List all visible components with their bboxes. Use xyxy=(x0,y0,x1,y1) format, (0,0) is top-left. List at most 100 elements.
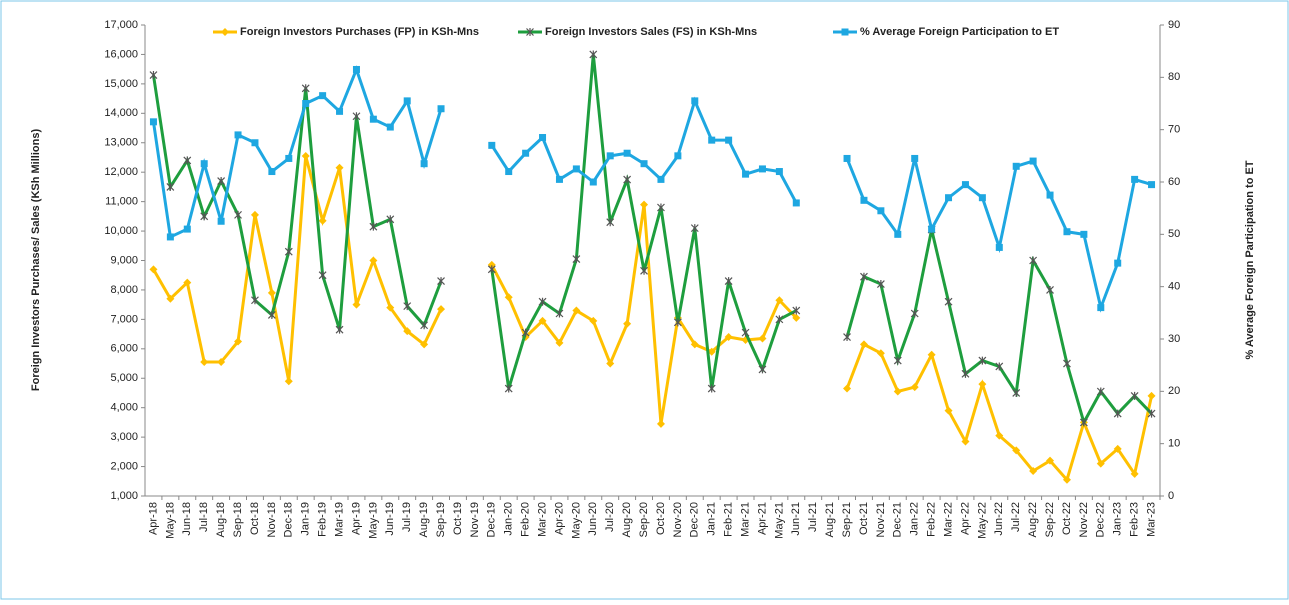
x-tick-label: Oct-18 xyxy=(249,502,261,535)
point xyxy=(217,358,226,367)
point xyxy=(538,316,547,325)
point xyxy=(623,149,631,157)
point xyxy=(1147,409,1156,418)
point xyxy=(217,217,225,225)
x-tick-label: Sep-21 xyxy=(841,502,853,537)
point xyxy=(1029,157,1037,165)
x-tick-label: Mar-20 xyxy=(536,502,548,537)
x-tick-label: Nov-19 xyxy=(469,502,481,537)
x-tick-label: Sep-18 xyxy=(232,502,244,537)
y-tick-label: 10,000 xyxy=(104,225,138,237)
point xyxy=(606,152,614,160)
point xyxy=(1046,456,1055,465)
point xyxy=(961,437,970,446)
point xyxy=(487,265,496,274)
point xyxy=(1130,469,1139,478)
point xyxy=(488,141,496,149)
point xyxy=(657,203,665,212)
point xyxy=(876,349,885,358)
x-tick-label: Oct-22 xyxy=(1061,502,1073,535)
point xyxy=(217,177,226,186)
point xyxy=(183,225,191,233)
x-tick-label: Apr-22 xyxy=(959,502,971,535)
point xyxy=(640,160,648,168)
point xyxy=(352,65,360,73)
point xyxy=(335,163,344,172)
point xyxy=(640,266,648,275)
y2-tick-label: 20 xyxy=(1168,385,1180,397)
point xyxy=(234,210,242,219)
point xyxy=(403,97,411,105)
point xyxy=(386,123,394,131)
point xyxy=(640,200,649,209)
point xyxy=(369,256,378,265)
point xyxy=(234,337,243,346)
point xyxy=(995,431,1004,440)
point xyxy=(1113,409,1122,418)
point xyxy=(369,115,377,123)
point xyxy=(420,321,429,330)
point xyxy=(336,107,344,115)
point xyxy=(352,300,361,309)
x-tick-label: Feb-21 xyxy=(723,502,735,537)
point xyxy=(437,105,445,113)
point xyxy=(589,50,598,59)
point xyxy=(420,340,429,349)
x-tick-label: Jun-18 xyxy=(181,502,193,536)
x-tick-label: Jan-23 xyxy=(1112,502,1124,536)
point xyxy=(200,160,208,168)
x-tick-label: Mar-22 xyxy=(942,502,954,537)
point xyxy=(843,333,851,342)
point xyxy=(606,218,615,227)
x-tick-label: Jan-19 xyxy=(300,502,312,536)
point xyxy=(183,278,192,287)
x-tick-label: Jan-22 xyxy=(909,502,921,536)
point xyxy=(1012,446,1021,455)
y-tick-label: 15,000 xyxy=(104,78,138,90)
y2-tick-label: 50 xyxy=(1168,228,1180,240)
point xyxy=(623,175,632,184)
x-tick-label: Jun-20 xyxy=(587,502,599,536)
point xyxy=(267,310,276,319)
point xyxy=(910,383,919,392)
x-tick-label: Aug-21 xyxy=(824,502,836,537)
x-tick-label: Jul-19 xyxy=(401,502,413,532)
point xyxy=(944,297,953,306)
point xyxy=(319,92,327,100)
x-tick-label: Mar-23 xyxy=(1145,502,1157,537)
point xyxy=(302,100,310,107)
point xyxy=(843,154,851,162)
x-tick-label: Oct-19 xyxy=(452,502,464,535)
point xyxy=(284,247,293,256)
point xyxy=(893,387,902,396)
point xyxy=(775,168,783,176)
y-tick-label: 7,000 xyxy=(110,313,138,325)
x-tick-label: Apr-18 xyxy=(147,502,159,535)
y2-tick-label: 60 xyxy=(1168,176,1180,188)
y2-tick-label: 0 xyxy=(1168,490,1174,502)
point xyxy=(149,118,157,126)
x-tick-label: May-19 xyxy=(367,502,379,539)
point xyxy=(505,168,513,176)
x-tick-label: Apr-19 xyxy=(350,502,362,535)
point xyxy=(876,280,885,289)
legend-marker xyxy=(526,28,534,36)
y-tick-label: 3,000 xyxy=(110,431,138,443)
x-tick-label: Oct-20 xyxy=(655,502,667,535)
y2-tick-label: 90 xyxy=(1168,19,1180,31)
x-tick-label: Sep-22 xyxy=(1044,502,1056,537)
x-tick-label: Sep-20 xyxy=(638,502,650,537)
y2-tick-label: 40 xyxy=(1168,281,1180,293)
x-tick-label: Nov-21 xyxy=(875,502,887,537)
x-tick-label: Aug-22 xyxy=(1027,502,1039,537)
point xyxy=(961,181,969,189)
point xyxy=(707,384,716,393)
y-tick-label: 6,000 xyxy=(110,343,138,355)
x-tick-label: Dec-19 xyxy=(486,502,498,537)
point xyxy=(1148,181,1156,189)
point xyxy=(572,255,581,264)
point xyxy=(690,224,699,233)
point xyxy=(301,84,310,93)
point xyxy=(1012,162,1020,170)
